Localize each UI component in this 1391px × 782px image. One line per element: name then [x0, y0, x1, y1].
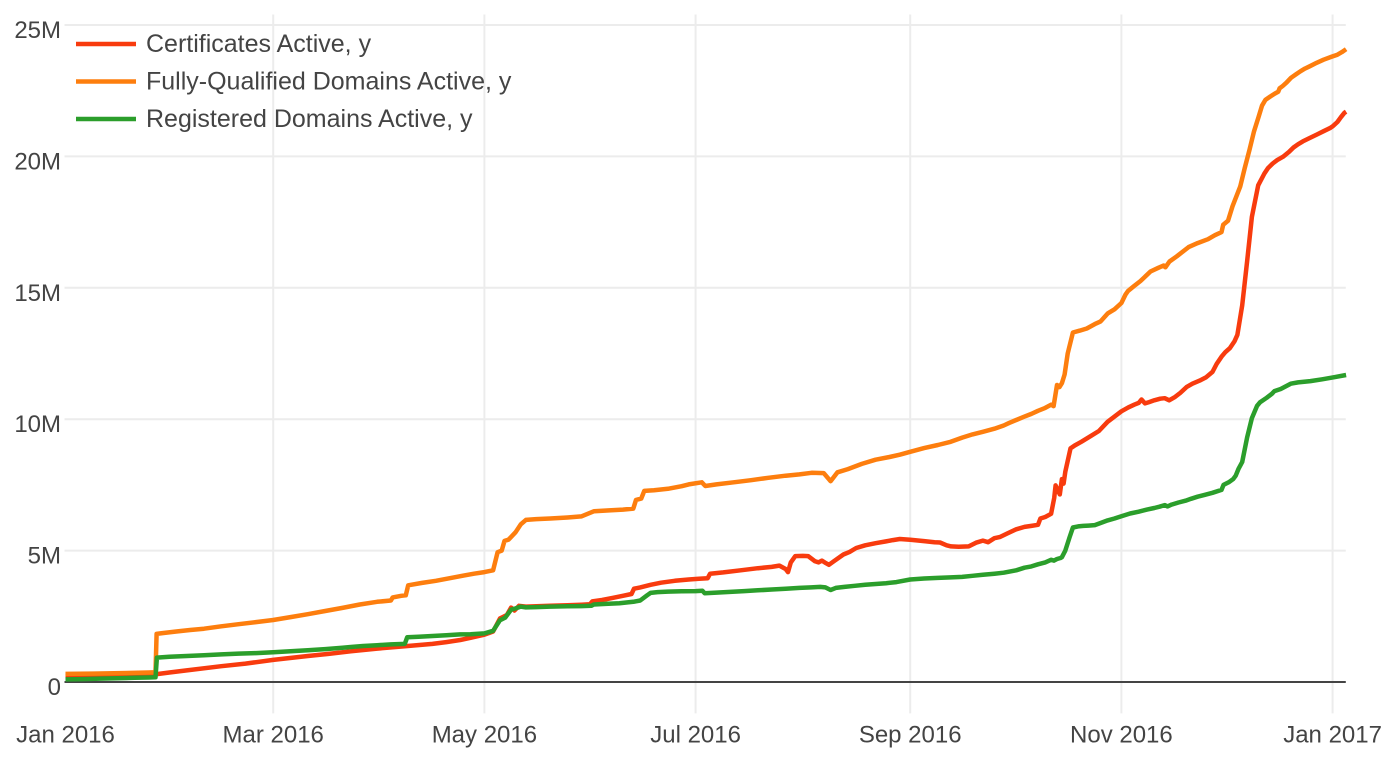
svg-text:Certificates Active, y: Certificates Active, y: [146, 30, 372, 58]
svg-text:Jan 2017: Jan 2017: [1283, 722, 1382, 749]
svg-text:10M: 10M: [14, 411, 61, 438]
svg-text:Mar 2016: Mar 2016: [223, 722, 324, 749]
svg-text:5M: 5M: [28, 543, 61, 570]
svg-text:Fully-Qualified Domains Active: Fully-Qualified Domains Active, y: [146, 68, 512, 96]
svg-text:Sep 2016: Sep 2016: [859, 722, 962, 749]
svg-text:Jul 2016: Jul 2016: [650, 722, 741, 749]
svg-text:May 2016: May 2016: [432, 722, 537, 749]
svg-text:0: 0: [48, 674, 61, 701]
svg-text:15M: 15M: [14, 280, 61, 307]
svg-text:Registered Domains Active, y: Registered Domains Active, y: [146, 105, 473, 133]
svg-text:Nov 2016: Nov 2016: [1070, 722, 1173, 749]
svg-text:25M: 25M: [14, 17, 61, 44]
svg-text:Jan 2016: Jan 2016: [16, 722, 115, 749]
svg-text:20M: 20M: [14, 148, 61, 175]
